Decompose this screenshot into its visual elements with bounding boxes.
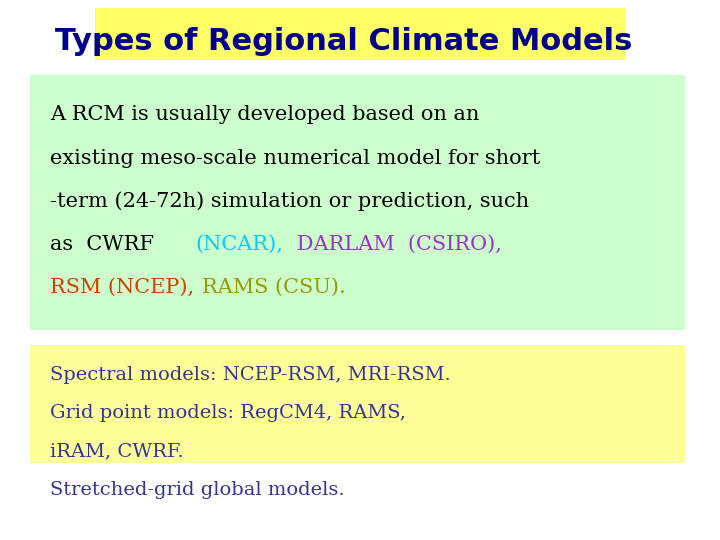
Text: Grid point models: RegCM4, RAMS,: Grid point models: RegCM4, RAMS, (50, 404, 406, 422)
Text: A RCM is usually developed based on an: A RCM is usually developed based on an (50, 105, 480, 125)
Text: Spectral models: NCEP-RSM, MRI-RSM.: Spectral models: NCEP-RSM, MRI-RSM. (50, 366, 451, 384)
Text: DARLAM  (CSIRO),: DARLAM (CSIRO), (290, 234, 502, 253)
Text: Stretched-grid global models.: Stretched-grid global models. (50, 481, 345, 499)
FancyBboxPatch shape (95, 8, 625, 60)
Text: RSM (NCEP),: RSM (NCEP), (50, 278, 201, 296)
Text: Types of Regional Climate Models: Types of Regional Climate Models (55, 28, 632, 57)
Text: (NCAR),: (NCAR), (195, 234, 283, 253)
Text: as  CWRF: as CWRF (50, 234, 167, 253)
Text: iRAM, CWRF.: iRAM, CWRF. (50, 442, 184, 460)
FancyBboxPatch shape (30, 345, 685, 463)
FancyBboxPatch shape (30, 75, 685, 330)
Text: existing meso-scale numerical model for short: existing meso-scale numerical model for … (50, 148, 540, 167)
Text: -term (24-72h) simulation or prediction, such: -term (24-72h) simulation or prediction,… (50, 191, 529, 211)
Text: RAMS (CSU).: RAMS (CSU). (202, 278, 346, 296)
